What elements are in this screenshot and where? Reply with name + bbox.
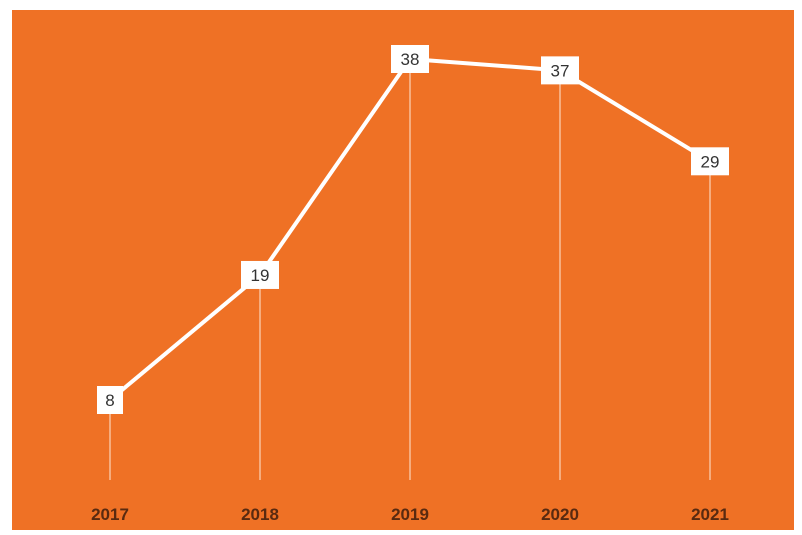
series-segment-2018-2019 — [258, 57, 412, 277]
x-tick-label: 2017 — [91, 505, 129, 524]
data-point-2017: 8 — [97, 386, 123, 414]
data-label-box — [691, 147, 729, 176]
data-label-value: 29 — [701, 152, 720, 171]
x-tick-label: 2018 — [241, 505, 279, 524]
series-segment-2019-2020 — [408, 57, 562, 73]
data-label-box — [541, 56, 579, 85]
series-lines — [108, 57, 712, 402]
data-point-2018: 19 — [241, 260, 279, 289]
series-segment-2020-2021 — [558, 68, 712, 164]
data-label-box — [241, 260, 279, 289]
data-point-2020: 37 — [541, 56, 579, 85]
x-tick-label: 2020 — [541, 505, 579, 524]
data-point-2021: 29 — [691, 147, 729, 176]
data-label-value: 8 — [105, 391, 114, 410]
data-point-2019: 38 — [391, 45, 429, 73]
chart-panel: 8 19 38 37 29 2017 2018 2019 2020 2021 — [12, 10, 794, 530]
series-segment-2017-2018 — [108, 272, 262, 402]
data-label-value: 38 — [401, 50, 420, 69]
x-tick-label: 2019 — [391, 505, 429, 524]
data-points: 8 19 38 37 29 — [97, 45, 729, 414]
data-label-value: 37 — [551, 61, 570, 80]
line-chart: 8 19 38 37 29 2017 2018 2019 2020 2021 — [91, 45, 729, 524]
data-label-value: 19 — [251, 266, 270, 285]
x-tick-label: 2021 — [691, 505, 729, 524]
x-axis-ticks: 2017 2018 2019 2020 2021 — [91, 505, 729, 524]
data-label-box — [391, 45, 429, 73]
drop-lines — [109, 59, 711, 480]
data-label-box — [97, 386, 123, 414]
